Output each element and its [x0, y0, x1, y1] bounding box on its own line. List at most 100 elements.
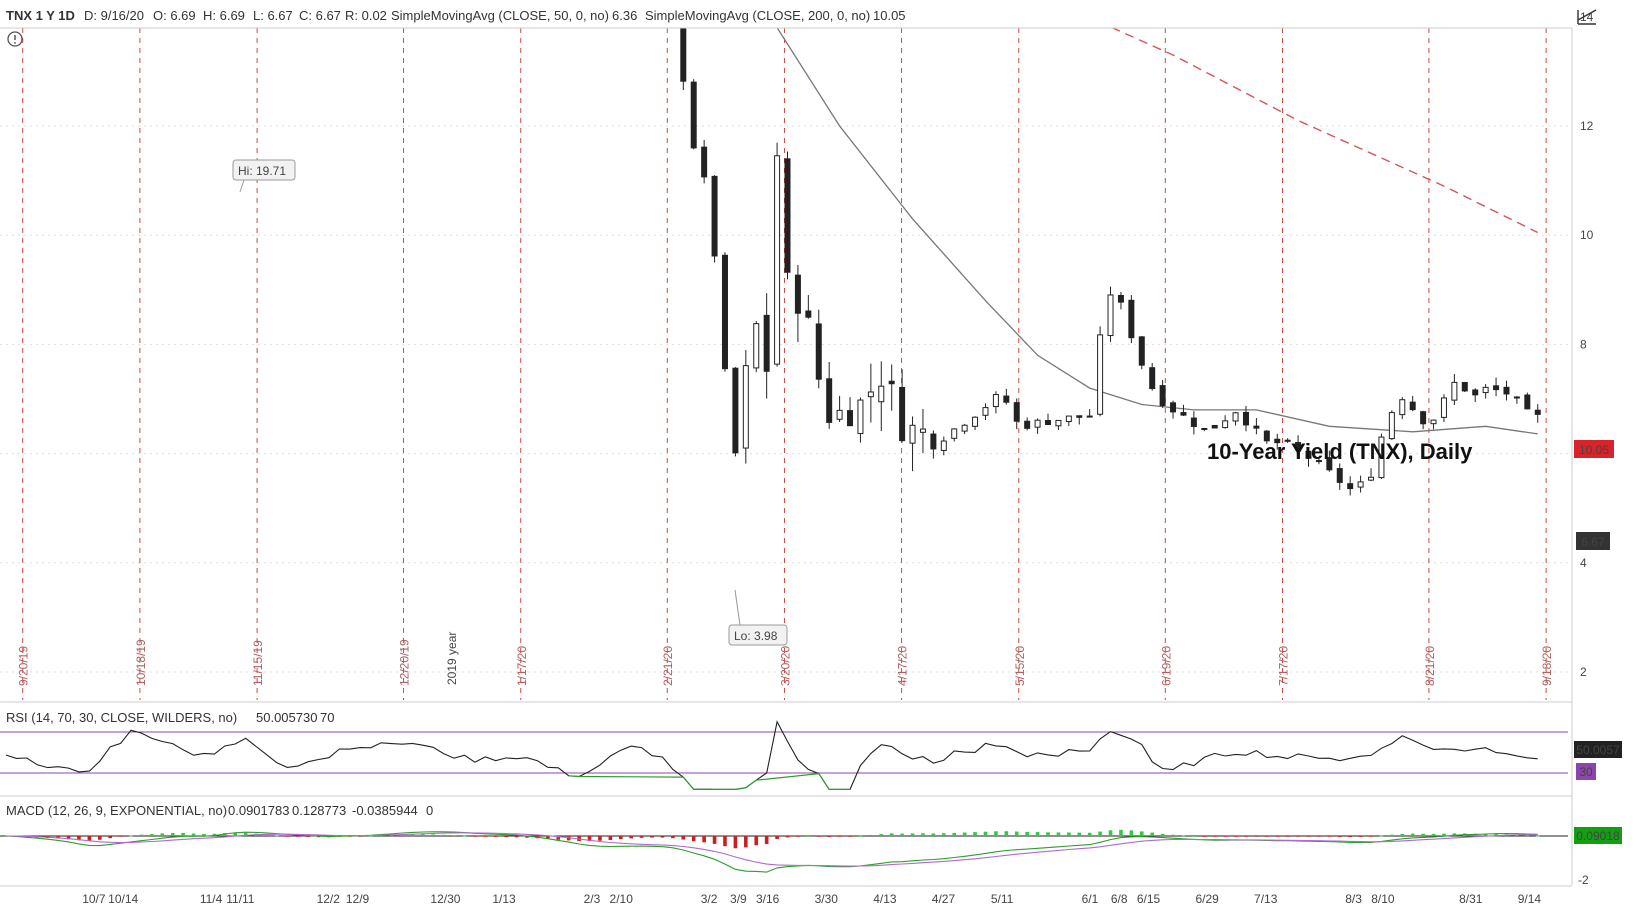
candle-body [805, 310, 812, 318]
candle-body [784, 158, 791, 273]
candle-body [1117, 294, 1124, 303]
y-tick-label: 12 [1580, 119, 1594, 133]
macd-histogram-bar [1317, 836, 1321, 837]
candle-body [1138, 336, 1145, 366]
rsi-30-badge-text: 30 [1579, 765, 1593, 779]
close-label: C: 6.67 [299, 8, 341, 23]
sma200-price-badge: 10.05 [1574, 440, 1614, 458]
sma200-legend[interactable]: SimpleMovingAvg (CLOSE, 200, 0, no) [645, 8, 870, 23]
x-tick-label: 8/3 [1345, 892, 1362, 906]
candle-body [1315, 460, 1322, 463]
macd-histogram-bar [1535, 835, 1540, 837]
macd-histogram-bar [733, 836, 738, 849]
macd-histogram-bar [671, 836, 675, 839]
candle-body [1284, 439, 1291, 442]
period-lines: 9/20/19 10/18/19 11/15/19 12/20/19 1/17/20 2/… [17, 28, 1554, 700]
exclamation-circle-icon[interactable] [7, 31, 23, 47]
candle-body [1295, 442, 1302, 451]
candle-body [1242, 411, 1249, 426]
macd-histogram-bar [1108, 830, 1113, 836]
macd-histogram-bar [1139, 831, 1144, 836]
candle-body [1034, 419, 1041, 428]
macd-histogram-bar [1410, 833, 1415, 836]
candle-body [1263, 430, 1270, 442]
macd-histogram-bar [525, 836, 529, 838]
macd-histogram-bar [587, 836, 592, 842]
macd-histogram-bar [546, 836, 550, 839]
macd-histogram-bar [608, 836, 613, 841]
rsi-value-badge-text: 50.0057 [1576, 743, 1620, 757]
macd-histogram-bar [1390, 834, 1394, 836]
candle-body [1024, 420, 1031, 429]
macd-histogram-bar [858, 835, 863, 837]
macd-histogram-bar [1087, 832, 1092, 836]
macd-histogram-bar [1400, 833, 1405, 836]
rsi-legend[interactable]: RSI (14, 70, 30, CLOSE, WILDERS, no) [6, 710, 237, 725]
macd-histogram-bar [556, 836, 561, 840]
rsi-value-badge [1574, 741, 1622, 758]
x-tick-label: 3/2 [701, 892, 718, 906]
macd-histogram-bar [77, 836, 81, 841]
candle-body [1170, 402, 1177, 413]
candle-body [1190, 417, 1197, 427]
candle-body [1065, 415, 1072, 423]
sma50-legend[interactable]: SimpleMovingAvg (CLOSE, 50, 0, no) [391, 8, 609, 23]
macd-histogram-bar [1014, 831, 1019, 836]
macd-histogram-bar [1181, 835, 1186, 837]
macd-legend[interactable]: MACD (12, 26, 9, EXPONENTIAL, no) [6, 803, 227, 818]
rsi-legend-low: 30 [303, 710, 317, 725]
period-label: 4/17/20 [896, 646, 910, 686]
sma50-line [759, 0, 1538, 435]
macd-histogram-bar [1098, 831, 1102, 836]
x-tick-label: 9/14 [1518, 892, 1542, 906]
macd-histogram-bar [1358, 836, 1363, 837]
macd-histogram-bar [837, 836, 842, 837]
candle-body [701, 146, 708, 178]
candle-body [1232, 412, 1239, 422]
sma200-badge-bg [1574, 440, 1614, 458]
candle-body [1378, 436, 1385, 479]
macd-histogram-bar [618, 836, 623, 840]
macd-histogram-bar [1202, 836, 1207, 837]
macd-histogram-bar [754, 836, 759, 846]
macd-histogram-bar [295, 836, 300, 837]
macd-histogram-bar [1077, 832, 1082, 836]
macd-histogram-bar [1369, 836, 1373, 837]
lo-callout-pointer [734, 589, 741, 626]
trend-line-icon[interactable] [1577, 9, 1597, 25]
candle-body [1472, 389, 1479, 396]
macd-histogram-bar [1233, 836, 1238, 837]
macd-histogram-bar [1296, 836, 1300, 837]
range-label: R: 0.02 [345, 8, 387, 23]
macd-histogram-bar [1046, 832, 1050, 836]
macd-histogram-bar [139, 834, 144, 836]
macd-histogram-bar [483, 836, 488, 837]
x-tick-label: 2/10 [610, 892, 634, 906]
lo-callout-box [728, 624, 788, 646]
macd-histogram-bar [962, 832, 967, 836]
macd-histogram-bar [181, 832, 185, 836]
x-tick-label: 12/9 [346, 892, 370, 906]
candle-body [1503, 386, 1510, 395]
candle-body [1107, 294, 1114, 337]
macd-histogram-bar [1525, 835, 1530, 837]
macd-histogram-bar [650, 836, 654, 838]
period-label: 10/18/19 [134, 639, 148, 686]
candle-body [961, 424, 968, 432]
macd-histogram-bar [1004, 831, 1009, 836]
symbol-label[interactable]: TNX 1 Y 1D [6, 8, 75, 23]
macd-histogram-bar [1337, 836, 1342, 837]
candle-body [1097, 334, 1104, 415]
candle-body [1305, 450, 1312, 459]
candle-body [899, 386, 906, 442]
last-price-badge: 6.67 [1576, 532, 1610, 550]
macd-signal-line [5, 832, 1538, 867]
macd-histogram-bar [1025, 831, 1029, 836]
macd-histogram-bar [1056, 832, 1061, 836]
candle-body [690, 81, 697, 149]
macd-histogram-bar [1192, 835, 1196, 837]
y-tick-label: 8 [1580, 337, 1587, 351]
macd-histogram-bar [473, 836, 477, 837]
rsi-30-badge [1576, 763, 1596, 780]
